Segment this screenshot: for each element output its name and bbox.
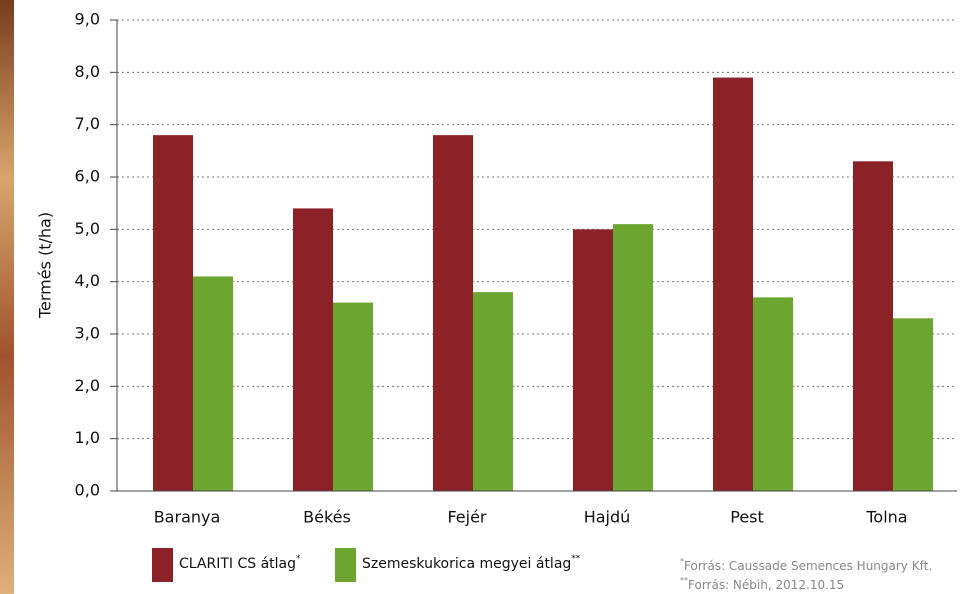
x-tick-label: Baranya: [154, 508, 221, 527]
bar: [853, 161, 893, 492]
y-tick-label: 4,0: [75, 271, 100, 290]
legend-label: Szemeskukorica megyei átlag**: [362, 554, 581, 573]
bar: [573, 229, 613, 492]
legend-label: CLARITI CS átlag*: [179, 554, 301, 573]
bar: [333, 302, 373, 491]
bar: [473, 292, 513, 491]
footnote: **Forrás: Nébih, 2012.10.15: [680, 576, 844, 592]
y-tick-label: 8,0: [75, 62, 100, 81]
bar: [753, 297, 793, 491]
y-tick-label: 7,0: [75, 114, 100, 133]
bar: [193, 276, 233, 491]
y-tick-label: 9,0: [75, 10, 100, 29]
bar: [293, 208, 333, 491]
footnote-mark: **: [680, 576, 688, 585]
legend-text: CLARITI CS átlag: [179, 556, 296, 572]
footnote: *Forrás: Caussade Semences Hungary Kft.: [680, 557, 932, 573]
bar: [893, 318, 933, 491]
y-tick-label: 1,0: [75, 428, 100, 447]
y-tick-label: 6,0: [75, 167, 100, 186]
legend-text: Szemeskukorica megyei átlag: [362, 556, 571, 572]
legend-swatch: [152, 548, 173, 582]
legend-note-mark: *: [296, 554, 301, 564]
y-axis-label: Termés (t/ha): [36, 212, 55, 319]
bar: [433, 135, 473, 491]
y-tick-label: 3,0: [75, 324, 100, 343]
background-strip: [0, 0, 14, 594]
x-tick-label: Hajdú: [584, 508, 631, 527]
x-tick-label: Tolna: [865, 508, 907, 527]
legend-swatch: [335, 548, 356, 582]
x-tick-label: Békés: [303, 508, 351, 527]
footnote-mark: *: [680, 557, 684, 566]
bar: [153, 135, 193, 491]
x-tick-label: Pest: [730, 508, 764, 527]
y-tick-label: 2,0: [75, 376, 100, 395]
footnote-text: Forrás: Nébih, 2012.10.15: [688, 578, 844, 592]
bar: [713, 77, 753, 492]
bar: [613, 224, 653, 491]
legend-note-mark: **: [571, 554, 581, 564]
y-tick-label: 5,0: [75, 219, 100, 238]
x-tick-label: Fejér: [447, 508, 486, 527]
footnote-text: Forrás: Caussade Semences Hungary Kft.: [684, 559, 932, 573]
y-tick-label: 0,0: [75, 481, 100, 500]
